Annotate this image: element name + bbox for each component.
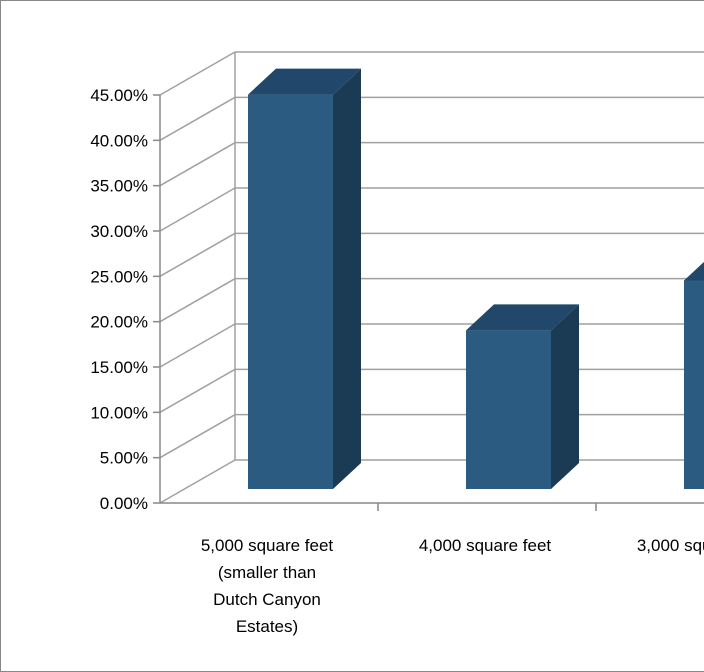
bar-front bbox=[248, 94, 333, 489]
gridline-side bbox=[159, 368, 236, 413]
gridlines bbox=[159, 51, 704, 504]
y-tick-label: 45.00% bbox=[90, 86, 148, 105]
category-label-line: Estates) bbox=[236, 617, 298, 636]
category-label-line: (smaller than bbox=[218, 563, 316, 582]
bar-side bbox=[551, 304, 579, 489]
category-label-line: 5,000 square feet bbox=[201, 536, 334, 555]
y-tick-labels: 0.00% 5.00% 10.00% 15.00% 20.00% 25.00% 30.00%… bbox=[90, 86, 148, 513]
bar-top bbox=[684, 261, 704, 281]
bar-front bbox=[684, 280, 704, 489]
bar-2 bbox=[466, 304, 579, 489]
category-label-1: 5,000 square feet (smaller than Dutch Cany… bbox=[201, 536, 334, 636]
y-tick-label: 20.00% bbox=[90, 313, 148, 332]
gridline-side bbox=[159, 323, 236, 368]
gridline-side bbox=[159, 232, 236, 277]
bar-3 bbox=[684, 261, 704, 489]
y-tick-label: 10.00% bbox=[90, 403, 148, 422]
category-label-line: 4,000 square feet bbox=[419, 536, 552, 555]
x-tick-marks bbox=[377, 503, 597, 511]
gridline-side bbox=[159, 278, 236, 323]
gridline-side bbox=[159, 51, 236, 96]
category-label-3: 3,000 square feet bbox=[637, 536, 704, 555]
bar-side bbox=[333, 68, 361, 489]
y-tick-label: 5.00% bbox=[100, 449, 148, 468]
category-label-line: Dutch Canyon bbox=[213, 590, 321, 609]
category-labels: 5,000 square feet (smaller than Dutch Cany… bbox=[201, 536, 704, 636]
bar-top bbox=[466, 304, 579, 331]
y-tick-label: 25.00% bbox=[90, 267, 148, 286]
gridline-side bbox=[159, 414, 236, 459]
bars bbox=[248, 68, 704, 489]
y-tick-label: 40.00% bbox=[90, 131, 148, 150]
gridline-side bbox=[159, 96, 236, 141]
y-tick-label: 0.00% bbox=[100, 494, 148, 513]
bar-front bbox=[466, 330, 551, 489]
category-label-line: 3,000 square feet bbox=[637, 536, 704, 555]
gridline-side bbox=[159, 187, 236, 232]
axes bbox=[153, 94, 704, 504]
y-tick-label: 35.00% bbox=[90, 177, 148, 196]
y-tick-label: 15.00% bbox=[90, 358, 148, 377]
category-label-2: 4,000 square feet bbox=[419, 536, 552, 555]
bar-1 bbox=[248, 68, 361, 489]
gridline-side bbox=[159, 142, 236, 187]
gridline-side bbox=[159, 459, 236, 504]
bar-top bbox=[248, 68, 361, 95]
y-tick-label: 30.00% bbox=[90, 222, 148, 241]
